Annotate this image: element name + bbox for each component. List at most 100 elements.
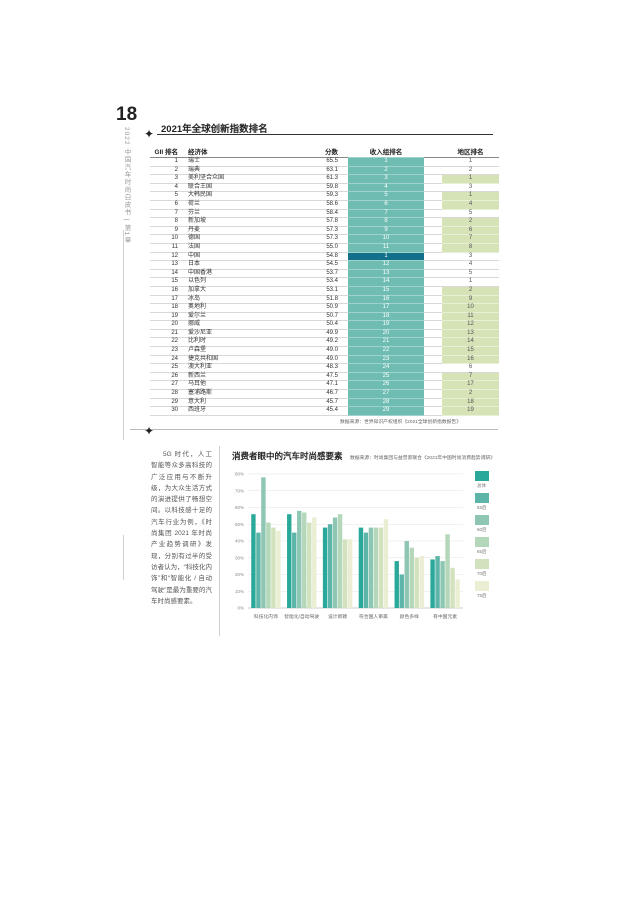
region-rank-cell: 12: [442, 320, 499, 330]
table-row: 10 德国 57.3 10 7: [150, 234, 499, 244]
rank-cell: 5: [150, 191, 182, 201]
economy-cell: 瑞士: [182, 157, 258, 167]
rank-cell: 17: [150, 295, 182, 305]
y-tick-label: 50%: [235, 522, 244, 527]
score-cell: 45.7: [258, 398, 348, 408]
table-row: 20 挪威 50.4 19 12: [150, 320, 499, 330]
score-cell: 53.4: [258, 277, 348, 287]
rank-cell: 3: [150, 174, 182, 184]
y-tick-label: 70%: [235, 488, 244, 493]
table-row: 26 新西兰 47.5 25 7: [150, 372, 499, 382]
economy-cell: 中国香港: [182, 269, 258, 279]
score-cell: 61.3: [258, 174, 348, 184]
score-cell: 48.3: [258, 363, 348, 373]
bar: [261, 477, 266, 608]
table-row: 9 丹麦 57.3 9 6: [150, 226, 499, 236]
table-row: 15 以色列 53.4 14 1: [150, 277, 499, 287]
legend-item: 60后: [475, 515, 505, 537]
legend-item: 75后: [475, 581, 505, 603]
economy-cell: 澳大利亚: [182, 363, 258, 373]
region-rank-cell: 2: [442, 166, 499, 176]
region-rank-cell: 11: [442, 312, 499, 322]
economy-cell: 爱沙尼亚: [182, 329, 258, 339]
region-rank-cell: 10: [442, 303, 499, 313]
region-rank-cell: 3: [442, 183, 499, 193]
income-rank-cell: 4: [348, 183, 424, 193]
score-cell: 55.0: [258, 243, 348, 253]
table-row: 16 加拿大 53.1 15 2: [150, 286, 499, 296]
table-row: 22 比利时 49.2 21 14: [150, 337, 499, 348]
rank-cell: 23: [150, 346, 182, 356]
y-tick-label: 60%: [235, 505, 244, 510]
table-header-row: GII 排名 经济体 分数 收入组排名 地区排名: [150, 145, 499, 158]
bar: [327, 524, 333, 608]
income-rank-cell: 24: [348, 363, 424, 373]
table-row: 18 奥地利 50.9 17 10: [150, 303, 499, 313]
table-row: 14 中国香港 53.7 13 5: [150, 269, 499, 279]
region-rank-cell: 6: [442, 226, 499, 236]
income-rank-cell: 20: [348, 329, 424, 339]
rank-cell: 24: [150, 355, 182, 365]
score-cell: 57.3: [258, 234, 348, 244]
table-row: 2 瑞典 63.1 2 2: [150, 166, 499, 176]
header-rank: GII 排名: [154, 149, 178, 156]
economy-cell: 塞浦路斯: [182, 389, 258, 399]
bar: [430, 559, 435, 608]
income-rank-cell: 25: [348, 372, 424, 382]
income-rank-cell: 12: [348, 260, 424, 270]
region-rank-cell: 18: [442, 398, 499, 408]
economy-cell: 联合王国: [182, 183, 258, 193]
economy-cell: 新加坡: [182, 217, 258, 227]
header-region-rank: 地区排名: [457, 149, 484, 156]
table-row: 30 西班牙 45.4 29 19: [150, 406, 499, 416]
score-cell: 59.8: [258, 183, 348, 193]
bar: [342, 539, 348, 608]
rank-cell: 9: [150, 226, 182, 236]
table-row: 12 中国 54.8 1 3: [150, 252, 499, 262]
region-rank-cell: 5: [442, 209, 499, 219]
economy-cell: 加拿大: [182, 286, 258, 296]
region-rank-cell: 1: [442, 157, 499, 167]
income-rank-cell: 21: [348, 337, 424, 348]
score-cell: 50.7: [258, 312, 348, 322]
bar: [363, 532, 369, 608]
bar: [307, 522, 312, 608]
economy-cell: 荷兰: [182, 200, 258, 210]
income-rank-cell: 9: [348, 226, 424, 236]
rank-cell: 26: [150, 372, 182, 382]
income-rank-cell: 23: [348, 355, 424, 365]
rank-cell: 20: [150, 320, 182, 330]
income-rank-cell: 1: [348, 252, 424, 262]
table-row: 17 冰岛 51.8 16 9: [150, 295, 499, 305]
income-rank-cell: 27: [348, 389, 424, 399]
income-rank-cell: 26: [348, 380, 424, 391]
table-row: 6 荷兰 58.6 6 4: [150, 200, 499, 210]
income-rank-cell: 18: [348, 312, 424, 322]
score-cell: 65.5: [258, 157, 348, 167]
rank-cell: 27: [150, 380, 182, 391]
economy-cell: 瑞典: [182, 166, 258, 176]
economy-cell: 芬兰: [182, 209, 258, 219]
table-row: 5 大韩民国 59.3 5 1: [150, 191, 499, 201]
bar: [414, 557, 419, 608]
bar: [419, 556, 424, 608]
income-rank-cell: 19: [348, 320, 424, 330]
bar: [271, 527, 276, 608]
y-tick-label: 80%: [235, 472, 244, 477]
table-row: 29 意大利 45.7 28 18: [150, 398, 499, 408]
region-rank-cell: 4: [442, 260, 499, 270]
sparkle-icon: ✦: [144, 127, 155, 141]
legend-swatch: [475, 559, 489, 569]
bar: [312, 517, 317, 608]
table-row: 21 爱沙尼亚 49.9 20 13: [150, 329, 499, 339]
region-rank-cell: 4: [442, 200, 499, 210]
economy-cell: 卢森堡: [182, 346, 258, 356]
bar: [251, 514, 256, 608]
score-cell: 59.3: [258, 191, 348, 201]
y-tick-label: 10%: [235, 589, 244, 594]
income-rank-cell: 8: [348, 217, 424, 227]
bar: [394, 561, 399, 608]
y-tick-label: 30%: [235, 555, 244, 560]
score-cell: 49.0: [258, 355, 348, 365]
bar: [383, 519, 389, 608]
